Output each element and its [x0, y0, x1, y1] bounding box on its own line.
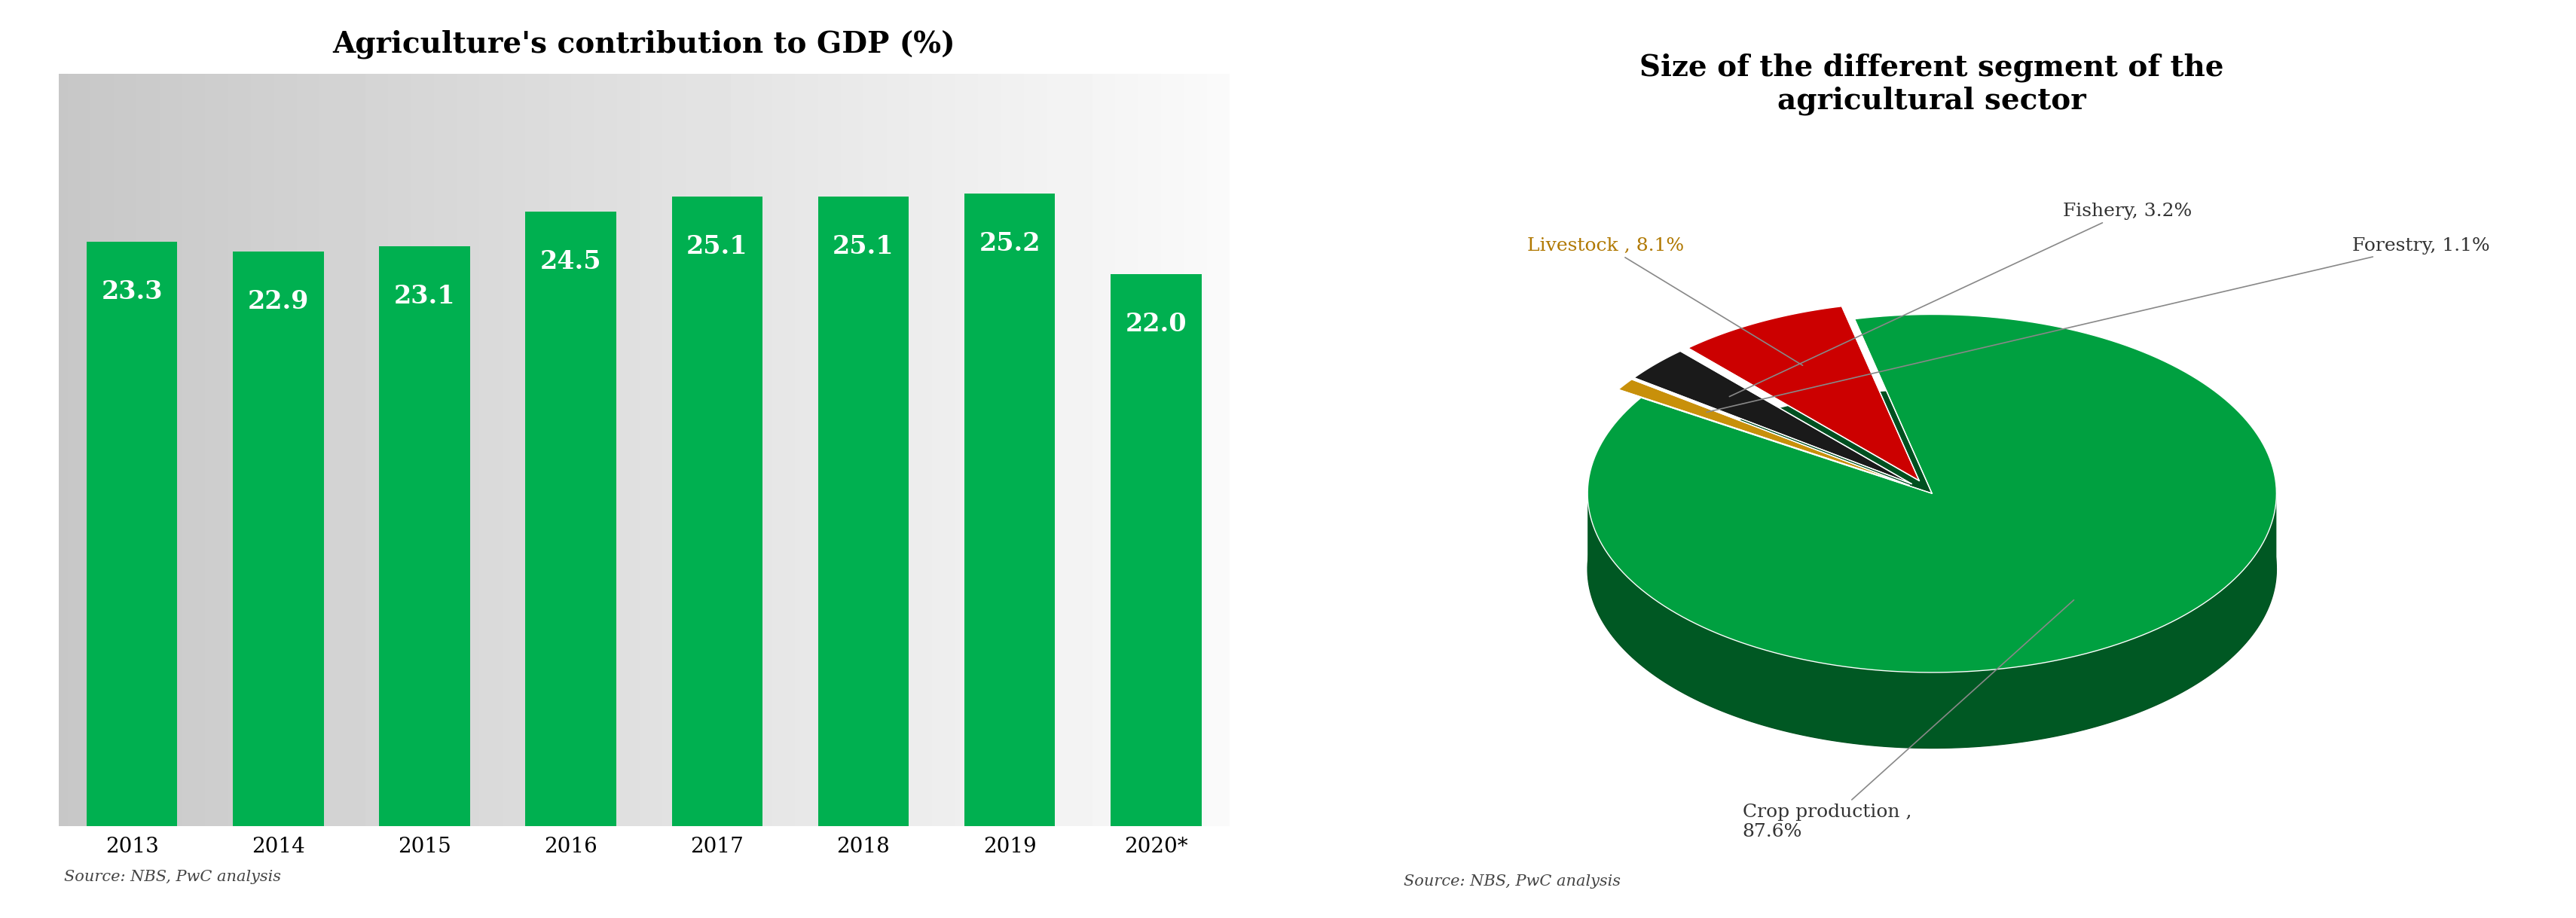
Polygon shape — [1587, 390, 2277, 748]
Text: 22.0: 22.0 — [1126, 312, 1188, 337]
Text: Source: NBS, PwC analysis: Source: NBS, PwC analysis — [64, 870, 281, 884]
Polygon shape — [1633, 351, 1911, 484]
FancyBboxPatch shape — [237, 270, 252, 827]
Bar — [1110, 274, 1200, 826]
Bar — [526, 211, 616, 826]
Bar — [672, 196, 762, 826]
Bar — [963, 194, 1056, 826]
Text: Forestry, 1.1%: Forestry, 1.1% — [1705, 237, 2491, 412]
Bar — [88, 241, 178, 826]
FancyBboxPatch shape — [1115, 292, 1131, 827]
Text: Crop production ,
87.6%: Crop production , 87.6% — [1741, 600, 2074, 841]
Title: Agriculture's contribution to GDP (%): Agriculture's contribution to GDP (%) — [332, 30, 956, 59]
Text: 25.2: 25.2 — [979, 231, 1041, 256]
FancyBboxPatch shape — [675, 217, 693, 827]
Text: Fishery, 3.2%: Fishery, 3.2% — [1728, 203, 2192, 397]
Bar — [819, 196, 909, 826]
Bar — [379, 247, 469, 826]
Text: Source: NBS, PwC analysis: Source: NBS, PwC analysis — [1404, 875, 1620, 889]
Polygon shape — [1687, 307, 1919, 481]
FancyBboxPatch shape — [90, 261, 106, 827]
Bar — [232, 252, 325, 826]
Text: 25.1: 25.1 — [685, 234, 747, 259]
Polygon shape — [1587, 495, 2277, 748]
Text: 22.9: 22.9 — [247, 289, 309, 314]
Polygon shape — [1587, 315, 2277, 672]
Polygon shape — [1618, 379, 1909, 486]
Text: 24.5: 24.5 — [541, 249, 603, 274]
FancyBboxPatch shape — [528, 231, 546, 827]
FancyBboxPatch shape — [384, 265, 399, 827]
Text: 23.3: 23.3 — [100, 279, 162, 304]
Text: Size of the different segment of the
agricultural sector: Size of the different segment of the agr… — [1641, 52, 2223, 116]
Text: Livestock , 8.1%: Livestock , 8.1% — [1528, 237, 1803, 365]
Text: 23.1: 23.1 — [394, 285, 456, 309]
FancyBboxPatch shape — [822, 217, 837, 827]
Text: 25.1: 25.1 — [832, 234, 894, 259]
FancyBboxPatch shape — [969, 214, 984, 827]
